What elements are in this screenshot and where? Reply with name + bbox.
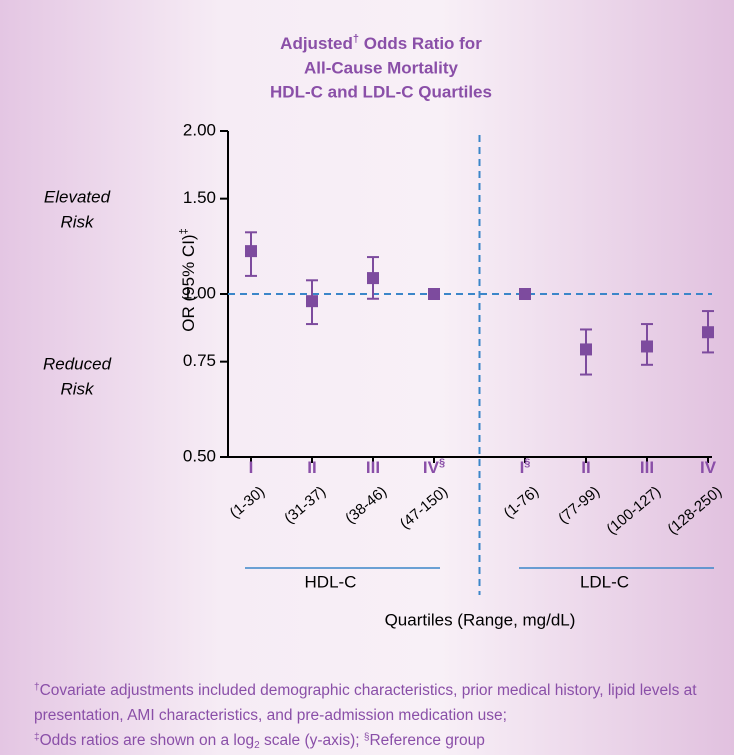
chart-title: All-Cause Mortality — [304, 58, 459, 77]
y-tick-label: 1.50 — [183, 188, 216, 207]
range-label: (1-76) — [501, 483, 543, 522]
chart-title: Adjusted† Odds Ratio for — [280, 33, 482, 54]
footnote-mark: ‡ — [34, 732, 40, 743]
annotation: Risk — [60, 212, 95, 231]
range-label: (31-37) — [281, 483, 329, 527]
y-label-mark: ‡ — [178, 228, 190, 234]
range-label: (77-99) — [555, 483, 603, 527]
footnote-text: Odds ratios are shown on a log — [39, 732, 255, 749]
point — [702, 326, 714, 339]
point — [306, 295, 318, 308]
range-label: (128-250) — [664, 483, 725, 538]
title-text: Adjusted — [280, 34, 353, 53]
x-tick-label: IV — [700, 458, 717, 477]
group-label: HDL-C — [305, 572, 357, 591]
x-axis-label: Quartiles (Range, mg/dL) — [385, 610, 576, 629]
category-mark: § — [524, 457, 530, 469]
footnote-text: Covariate adjustments included demograph… — [34, 682, 697, 724]
footnote-text: scale (y-axis); — [259, 732, 364, 749]
point — [367, 272, 379, 285]
chart: Adjusted† Odds Ratio for All-Cause Morta… — [43, 33, 725, 630]
point — [580, 343, 592, 356]
category: IV — [700, 458, 717, 477]
point — [519, 288, 531, 300]
x-tick-label: III — [640, 458, 654, 477]
category: II — [307, 458, 316, 477]
range-label: (47-150) — [397, 483, 451, 532]
range-label: (100-127) — [603, 483, 664, 538]
annotation: Elevated — [44, 187, 111, 206]
x-tick-label: I — [249, 458, 254, 477]
title-text: Odds Ratio for — [359, 34, 482, 53]
y-tick-label: 0.50 — [183, 446, 216, 465]
x-tick-label: III — [366, 458, 380, 477]
category: I — [520, 458, 525, 477]
footnote-text: Reference group — [369, 732, 485, 749]
footnote-mark: † — [34, 682, 40, 693]
annotation: Risk — [60, 379, 95, 398]
footnote-sub: 2 — [254, 740, 260, 751]
category: II — [581, 458, 590, 477]
y-tick-label: 0.75 — [183, 351, 216, 370]
y-axis-label: OR (95% CI)‡ — [178, 228, 199, 331]
footnote-mark: § — [363, 732, 370, 743]
footnote: †Covariate adjustments included demograp… — [34, 682, 697, 724]
chart-title: HDL-C and LDL-C Quartiles — [270, 82, 492, 101]
range-label: (38-46) — [342, 483, 390, 527]
point — [428, 288, 440, 300]
point — [245, 245, 257, 258]
title-mark: † — [353, 33, 359, 45]
annotation: Reduced — [43, 354, 112, 373]
footnote: ‡Odds ratios are shown on a log2 scale (… — [34, 732, 485, 751]
footnotes: †Covariate adjustments included demograp… — [34, 678, 704, 753]
category: III — [640, 458, 654, 477]
y-tick-label: 1.00 — [183, 283, 216, 302]
category: III — [366, 458, 380, 477]
x-tick-label: I§ — [520, 457, 531, 478]
range-label: (1-30) — [227, 483, 269, 522]
category: IV — [423, 458, 440, 477]
x-tick-label: IV§ — [423, 457, 445, 478]
category-mark: § — [439, 457, 445, 469]
x-tick-label: II — [307, 458, 316, 477]
group-label: LDL-C — [580, 572, 629, 591]
y-label-text: OR (95% CI) — [179, 234, 198, 331]
category: I — [249, 458, 254, 477]
point — [641, 340, 653, 353]
y-tick-label: 2.00 — [183, 120, 216, 139]
x-tick-label: II — [581, 458, 590, 477]
